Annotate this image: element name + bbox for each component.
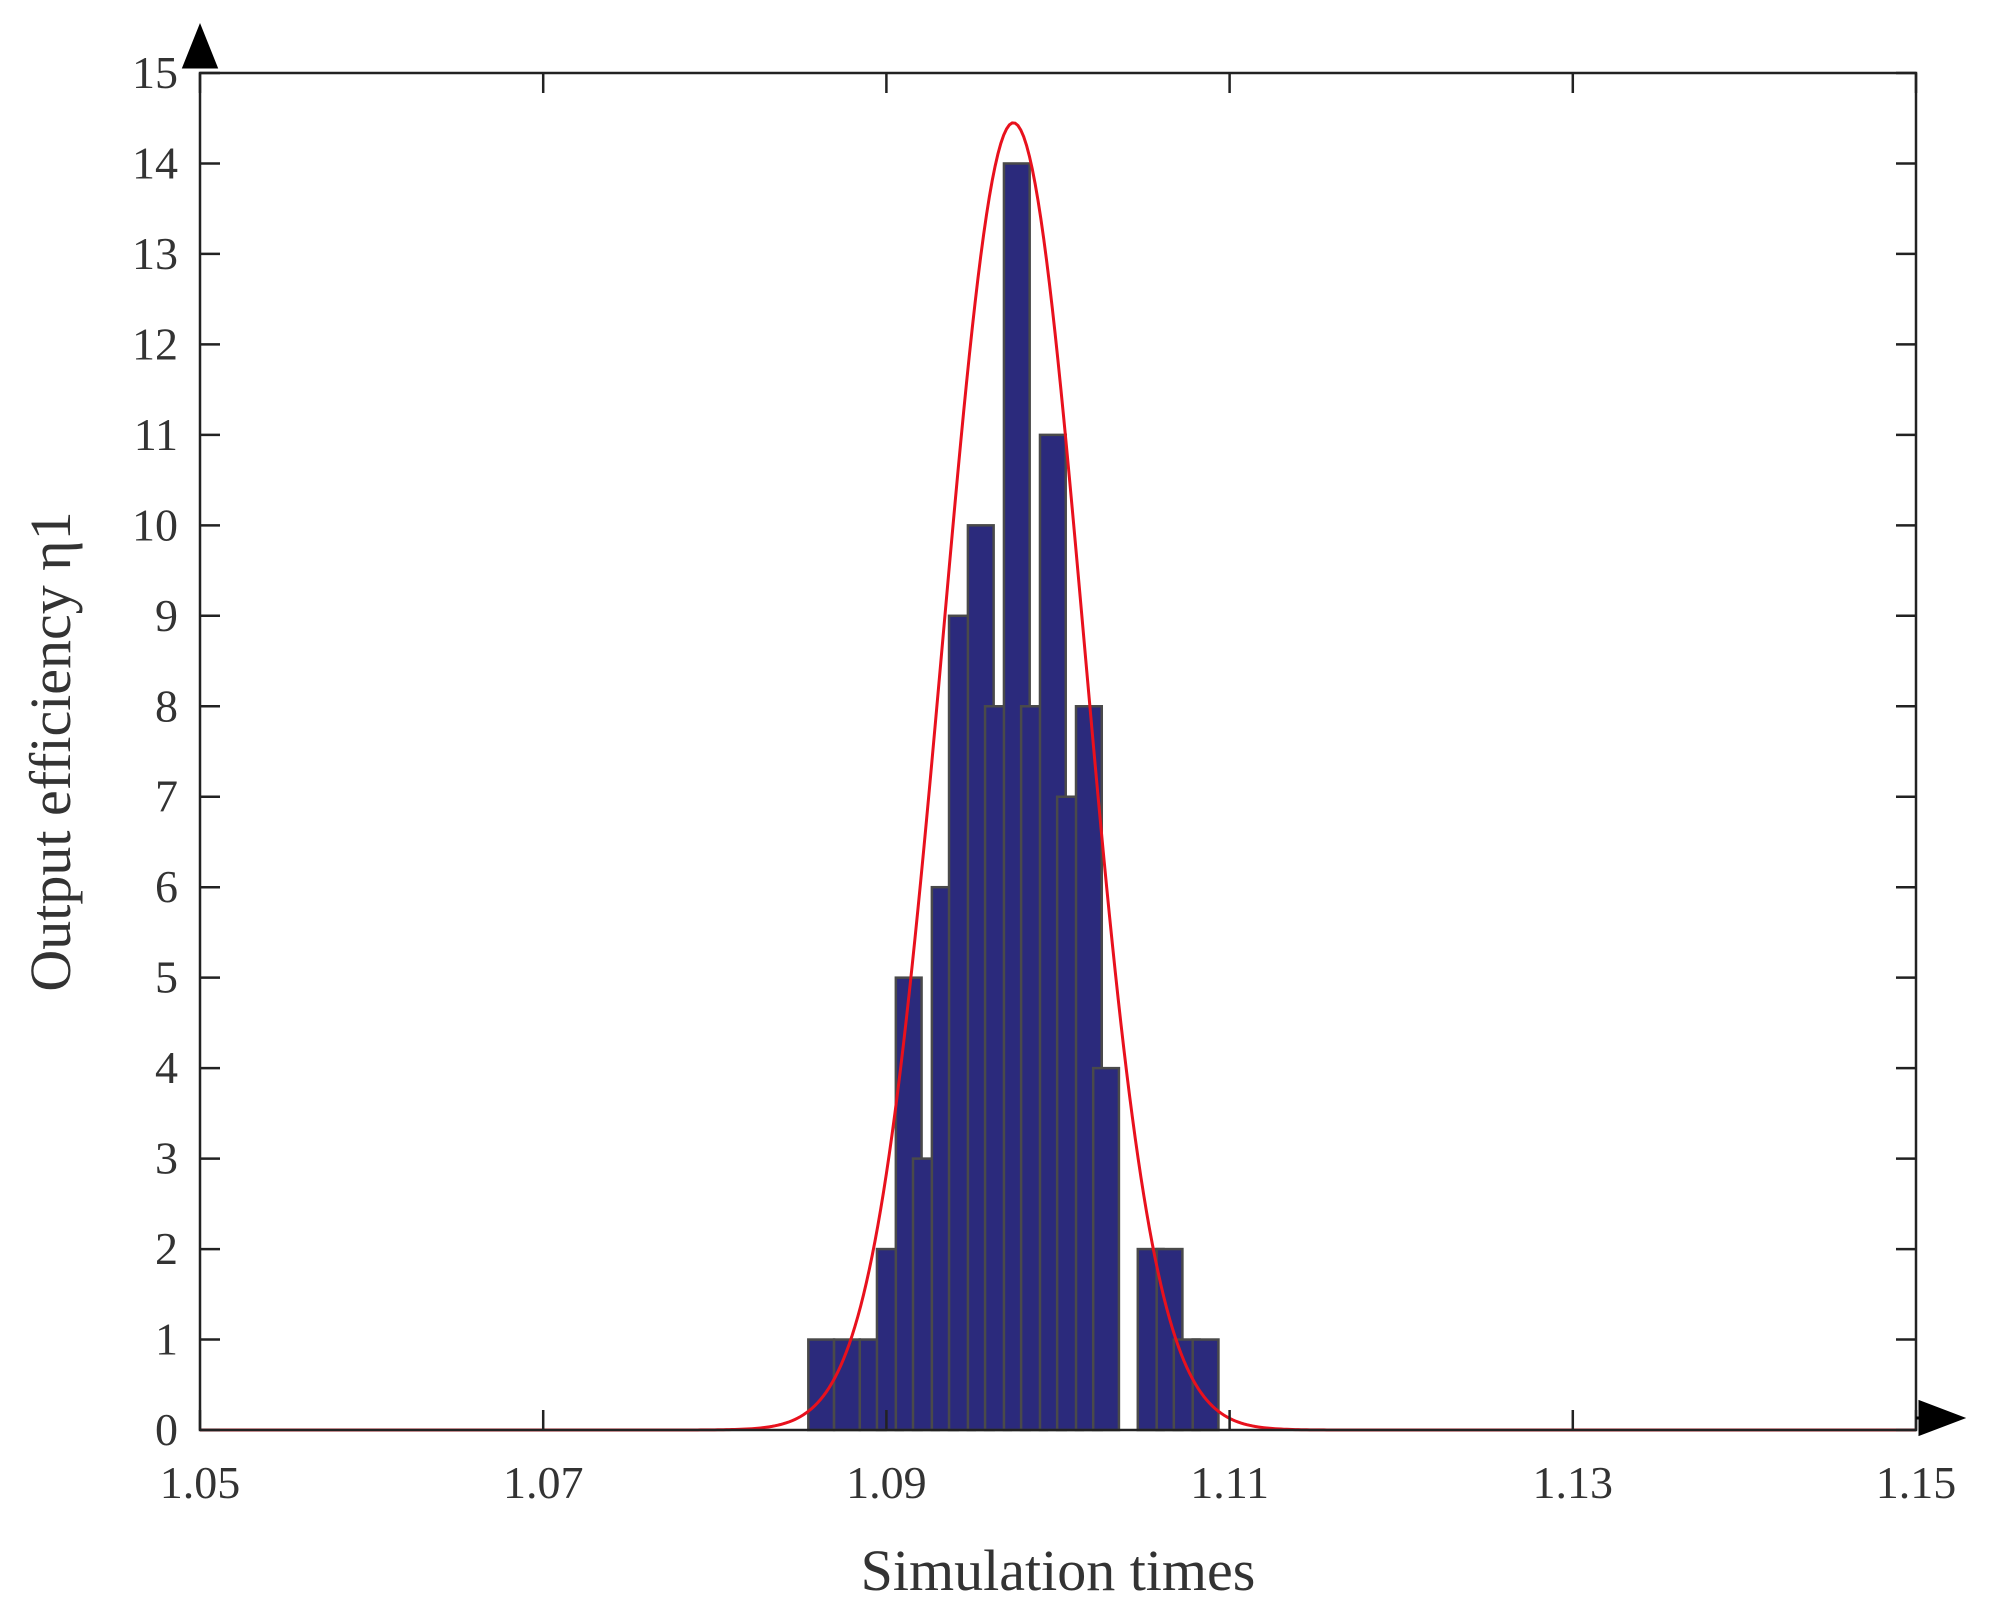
x-tick-label-3: 1.11 (1190, 1457, 1269, 1508)
x-tick-label-4: 1.13 (1533, 1457, 1614, 1508)
y-tick-label-9: 9 (155, 590, 178, 641)
y-tick-label-1: 1 (155, 1314, 178, 1365)
y-tick-label-0: 0 (155, 1404, 178, 1455)
y-tick-label-12: 12 (132, 318, 178, 369)
y-tick-label-10: 10 (132, 499, 178, 550)
x-tick-label-0: 1.05 (160, 1457, 241, 1508)
y-tick-label-4: 4 (155, 1042, 178, 1093)
y-axis-arrow-icon (181, 22, 219, 69)
y-tick-label-8: 8 (155, 680, 178, 731)
x-axis-arrow-icon (1916, 1399, 1967, 1437)
y-tick-label-15: 15 (132, 47, 178, 98)
y-tick-label-6: 6 (155, 861, 178, 912)
x-tick-labels: 1.05 1.07 1.09 1.11 1.13 1.15 (160, 1457, 1957, 1508)
plot-frame (198, 71, 1918, 1432)
y-tick-label-11: 11 (134, 409, 178, 460)
y-tick-label-14: 14 (132, 137, 178, 188)
x-tick-label-1: 1.07 (503, 1457, 584, 1508)
histogram-bar-15 (1091, 1066, 1121, 1432)
y-tick-label-3: 3 (155, 1133, 178, 1184)
histogram-bars (807, 162, 1220, 1432)
x-tick-label-2: 1.09 (846, 1457, 927, 1508)
x-axis-title: Simulation times (861, 1538, 1256, 1603)
y-tick-label-13: 13 (132, 228, 178, 279)
y-tick-label-2: 2 (155, 1223, 178, 1274)
y-axis-title: Output efficiency η1 (18, 511, 83, 991)
y-tick-label-5: 5 (155, 952, 178, 1003)
x-tick-label-5: 1.15 (1876, 1457, 1957, 1508)
y-tick-label-7: 7 (155, 771, 178, 822)
